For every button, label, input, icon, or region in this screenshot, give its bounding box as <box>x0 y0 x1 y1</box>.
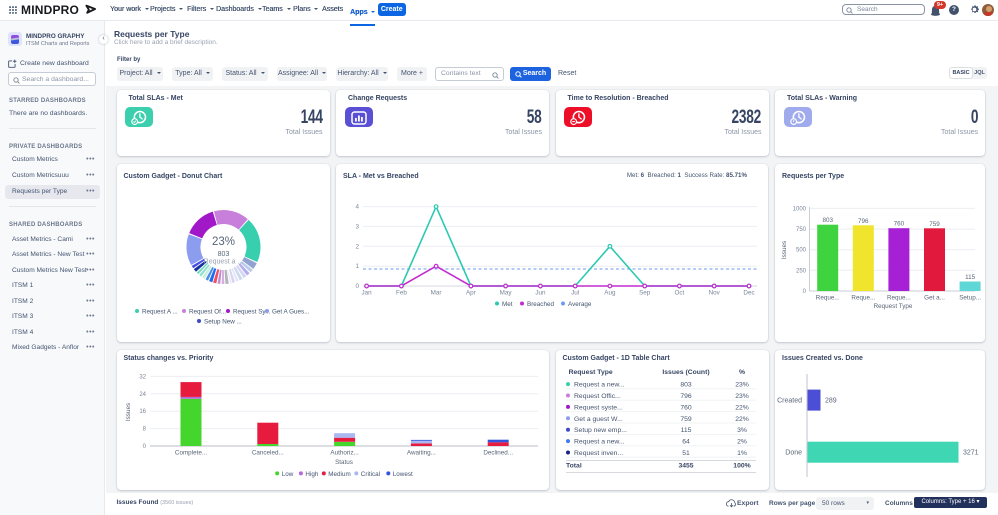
svg-text:Request A ...: Request A ... <box>142 308 178 315</box>
svg-text:Nov: Nov <box>709 290 721 297</box>
svg-text:115: 115 <box>680 427 691 434</box>
svg-text:Total: Total <box>566 462 582 469</box>
svg-text:Breached: Breached <box>527 301 554 308</box>
svg-text:Aug: Aug <box>604 290 616 297</box>
svg-text:760: 760 <box>894 221 905 228</box>
svg-text:Request Of...: Request Of... <box>189 308 226 315</box>
svg-text:Issues: Issues <box>781 241 788 259</box>
svg-text:32: 32 <box>139 374 146 380</box>
svg-text:Setup New ...: Setup New ... <box>204 318 242 325</box>
svg-text:Request a new...: Request a new... <box>574 439 625 446</box>
svg-text:2: 2 <box>355 243 359 250</box>
svg-text:Declined...: Declined... <box>483 450 513 457</box>
svg-text:750: 750 <box>796 227 807 233</box>
svg-text:289: 289 <box>825 398 837 405</box>
svg-text:115: 115 <box>965 274 976 281</box>
svg-text:Get a...: Get a... <box>924 295 945 302</box>
svg-text:Jun: Jun <box>535 290 546 297</box>
svg-text:Get A Gues...: Get A Gues... <box>272 308 310 315</box>
svg-text:0: 0 <box>355 283 359 290</box>
svg-text:0: 0 <box>142 444 146 450</box>
svg-text:Complete...: Complete... <box>174 450 206 457</box>
svg-text:803: 803 <box>217 251 229 258</box>
svg-text:Oct: Oct <box>675 290 685 297</box>
svg-text:796: 796 <box>858 218 869 225</box>
svg-text:Feb: Feb <box>396 290 407 297</box>
svg-text:Authoriz...: Authoriz... <box>330 450 359 457</box>
svg-text:Medium: Medium <box>328 471 350 478</box>
svg-text:Request inven...: Request inven... <box>574 450 623 457</box>
svg-text:Setup new emp...: Setup new emp... <box>574 427 627 434</box>
svg-text:Average: Average <box>568 301 592 308</box>
svg-text:High: High <box>305 471 318 478</box>
svg-text:Apr: Apr <box>466 290 476 297</box>
svg-text:4: 4 <box>355 204 359 211</box>
svg-text:Critical: Critical <box>360 471 379 478</box>
svg-text:Request syste...: Request syste... <box>574 404 623 411</box>
svg-text:3%: 3% <box>737 427 747 434</box>
svg-text:759: 759 <box>680 416 692 423</box>
svg-text:Request Sy...: Request Sy... <box>233 308 271 315</box>
svg-text:Created: Created <box>777 398 802 405</box>
svg-text:22%: 22% <box>735 416 749 423</box>
svg-text:Jul: Jul <box>571 290 579 297</box>
svg-text:796: 796 <box>680 393 692 400</box>
svg-text:16: 16 <box>139 409 146 415</box>
svg-text:24: 24 <box>139 392 146 398</box>
svg-text:64: 64 <box>682 439 690 446</box>
svg-text:Lowest: Lowest <box>392 471 412 478</box>
svg-text:Dec: Dec <box>743 290 754 297</box>
svg-text:3455: 3455 <box>678 462 693 469</box>
svg-text:803: 803 <box>680 382 692 389</box>
svg-text:Setup...: Setup... <box>959 295 981 302</box>
svg-text:2%: 2% <box>737 439 747 446</box>
svg-text:Mar: Mar <box>431 290 442 297</box>
svg-text:100%: 100% <box>733 462 750 469</box>
svg-text:Done: Done <box>785 450 802 457</box>
svg-text:Reque...: Reque... <box>887 295 911 302</box>
svg-text:Issues (Count): Issues (Count) <box>662 369 709 376</box>
svg-text:23%: 23% <box>211 236 234 248</box>
svg-text:1000: 1000 <box>793 206 807 212</box>
svg-text:Awaiting...: Awaiting... <box>406 450 435 457</box>
svg-text:1: 1 <box>355 263 359 270</box>
svg-text:Status: Status <box>335 459 353 466</box>
svg-text:1%: 1% <box>737 450 747 457</box>
svg-text:Get a guest W...: Get a guest W... <box>574 416 623 423</box>
svg-text:Jan: Jan <box>362 290 373 297</box>
svg-text:Reque...: Reque... <box>851 295 875 302</box>
svg-text:Request a ...: Request a ... <box>203 259 243 266</box>
svg-text:%: % <box>738 369 744 376</box>
svg-text:8: 8 <box>142 427 146 433</box>
svg-text:Issues: Issues <box>125 403 132 421</box>
svg-text:250: 250 <box>796 268 807 274</box>
svg-text:0: 0 <box>803 289 807 295</box>
svg-text:760: 760 <box>680 404 692 411</box>
svg-text:22%: 22% <box>735 404 749 411</box>
svg-text:3271: 3271 <box>963 450 979 457</box>
svg-text:Canceled...: Canceled... <box>251 450 283 457</box>
svg-text:759: 759 <box>929 221 940 228</box>
svg-text:Request Type: Request Type <box>568 369 612 376</box>
svg-text:23%: 23% <box>735 382 749 389</box>
svg-text:803: 803 <box>822 217 833 224</box>
svg-text:May: May <box>500 290 513 297</box>
svg-text:500: 500 <box>796 248 807 254</box>
svg-text:Reque...: Reque... <box>816 295 840 302</box>
svg-text:51: 51 <box>682 450 690 457</box>
svg-text:3: 3 <box>355 223 359 230</box>
svg-text:Request Offic...: Request Offic... <box>574 393 621 400</box>
svg-text:Sep: Sep <box>639 290 651 297</box>
svg-text:Request Type: Request Type <box>874 303 913 310</box>
svg-text:Met: Met <box>502 301 513 308</box>
svg-text:Low: Low <box>281 471 293 478</box>
svg-text:Request a new...: Request a new... <box>574 382 625 389</box>
svg-text:23%: 23% <box>735 393 749 400</box>
